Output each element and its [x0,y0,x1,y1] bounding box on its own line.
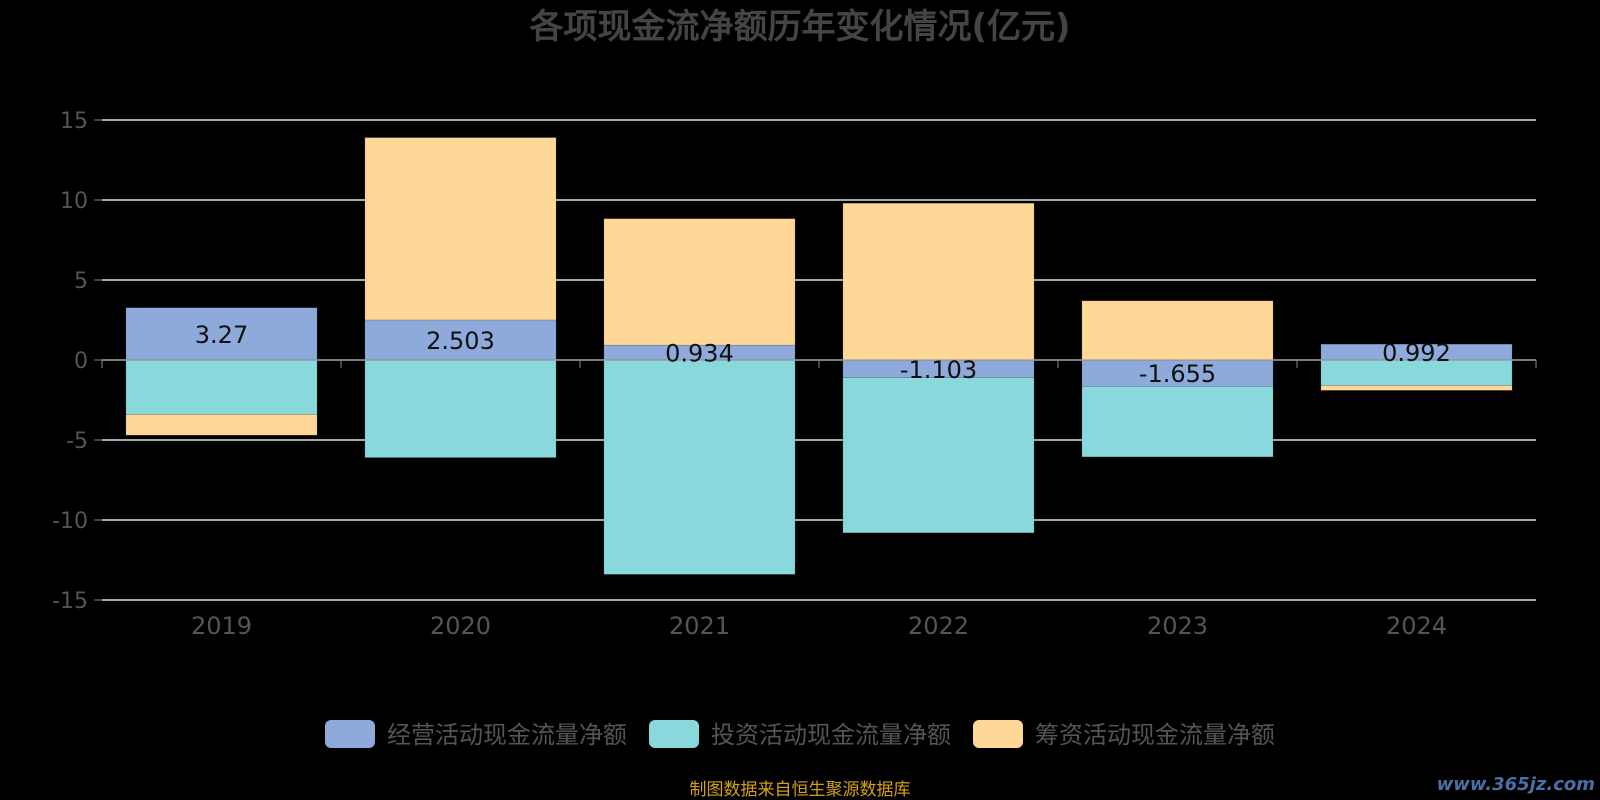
legend-swatch [325,720,375,748]
data-label-2023: -1.655 [1139,360,1216,388]
data-labels: 3.27 2.503 0.934 -1.103 -1.655 0.992 [195,321,1451,388]
legend-swatch [973,720,1023,748]
data-label-2021: 0.934 [665,340,734,368]
bar-2021-series-1 [603,359,796,575]
y-tick-label: 15 [60,109,88,134]
bar-2021-series-2 [603,218,796,346]
chart-title: 各项现金流净额历年变化情况(亿元) [529,7,1070,47]
bar-2023-series-1 [1081,386,1274,458]
bar-2023-series-2 [1081,300,1274,361]
x-axis: 2019 2020 2021 2022 2023 2024 [101,359,1537,640]
legend[interactable]: 经营活动现金流量净额 投资活动现金流量净额 筹资活动现金流量净额 [325,720,1275,749]
x-tick-label: 2021 [669,612,730,640]
x-tick-label: 2024 [1386,612,1447,640]
data-label-2019: 3.27 [195,321,248,349]
bar-2022-series-2 [842,202,1035,361]
bar-2019-series-2 [125,414,318,436]
bar-2022-series-1 [842,377,1035,534]
bar-2019-series-1 [125,359,318,415]
watermark: www.365jz.com [1437,774,1595,795]
bar-2024-series-2 [1320,385,1513,391]
legend-label: 经营活动现金流量净额 [387,721,627,749]
y-tick-label: -5 [66,429,88,454]
data-label-2024: 0.992 [1382,339,1451,367]
source-note: 制图数据来自恒生聚源数据库 [690,780,911,800]
x-tick-label: 2022 [908,612,969,640]
data-label-2020: 2.503 [426,327,495,355]
bar-2019-series-0 [125,307,318,361]
bar-2020-series-1 [364,359,557,458]
y-tick-label: 10 [60,189,88,214]
bar-2023-series-0 [1081,359,1274,387]
y-tick-label: -15 [52,589,88,614]
y-tick-label: 5 [74,269,88,294]
x-tick-label: 2020 [430,612,491,640]
x-tick-label: 2019 [191,612,252,640]
legend-label: 筹资活动现金流量净额 [1035,721,1275,749]
bars [125,137,1513,575]
legend-swatch [649,720,699,748]
legend-item-0[interactable]: 经营活动现金流量净额 [325,720,627,749]
data-label-2022: -1.103 [900,356,977,384]
bar-2020-series-0 [364,319,557,361]
bar-2024-series-1 [1320,359,1513,386]
bar-2020-series-2 [364,137,557,321]
legend-item-2[interactable]: 筹资活动现金流量净额 [973,720,1275,749]
x-tick-label: 2023 [1147,612,1208,640]
legend-item-1[interactable]: 投资活动现金流量净额 [649,720,951,749]
y-tick-label: -10 [52,509,88,534]
legend-label: 投资活动现金流量净额 [711,721,951,749]
y-axis: 15 10 5 0 -5 -10 -15 [52,109,102,614]
y-tick-label: 0 [74,349,88,374]
